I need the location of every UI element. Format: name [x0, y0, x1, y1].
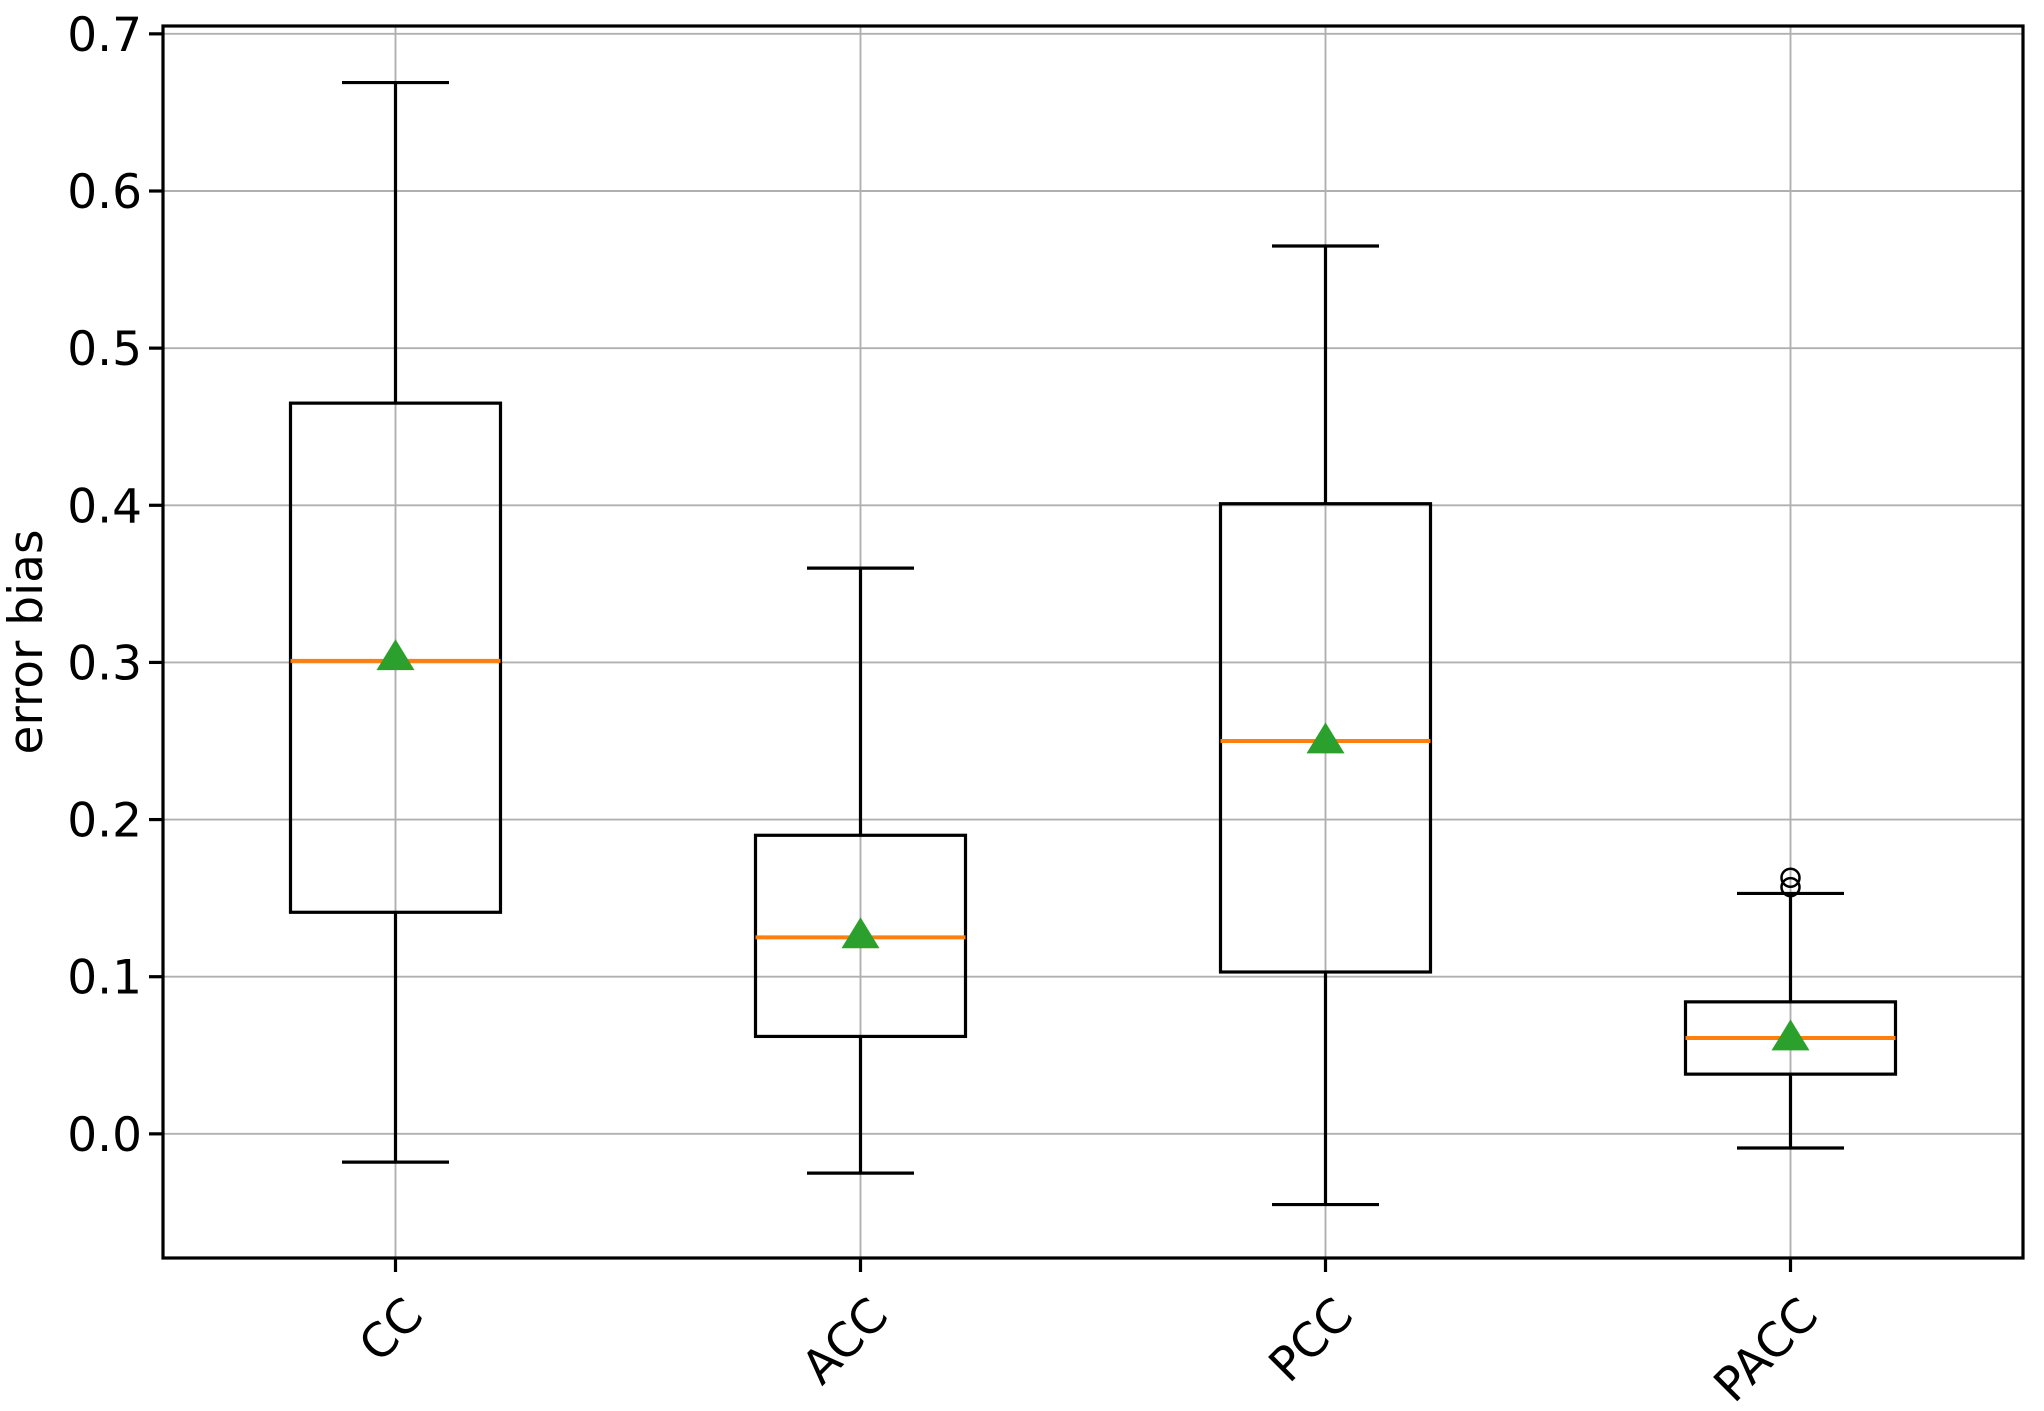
x-tick-label-cc: CC	[349, 1288, 434, 1373]
mean-marker	[1306, 722, 1345, 754]
y-tick-label: 0.1	[67, 951, 142, 1006]
x-tick-label-pcc: PCC	[1259, 1288, 1364, 1393]
tick-layer: 0.0 0.1 0.2 0.3 0.4 0.5 0.6 0.7 CC ACC PCC PACC	[67, 8, 1829, 1411]
y-tick-label: 0.0	[67, 1108, 142, 1163]
box-group-pcc	[1218, 244, 1433, 1207]
outlier-marker	[1780, 867, 1801, 888]
iqr-box	[288, 401, 503, 914]
y-tick-label: 0.6	[67, 165, 142, 220]
box-group-cc	[288, 80, 503, 1164]
iqr-box	[1218, 502, 1433, 974]
x-tick-label-acc: ACC	[792, 1288, 899, 1395]
y-tick-label: 0.5	[67, 322, 142, 377]
y-tick-label: 0.3	[67, 636, 142, 691]
y-axis-label: error bias	[0, 530, 54, 755]
box-group-acc	[753, 566, 968, 1175]
outlier-marker	[1780, 876, 1801, 898]
mean-marker	[841, 917, 880, 949]
y-tick-label: 0.4	[67, 479, 142, 534]
x-tick-label-pacc: PACC	[1704, 1288, 1829, 1411]
y-tick-label: 0.2	[67, 794, 142, 849]
y-tick-label: 0.7	[67, 8, 142, 63]
box-layer	[288, 80, 1898, 1207]
box-group-pacc	[1683, 867, 1898, 1150]
label-layer: error bias	[0, 530, 54, 755]
mean-marker	[1771, 1019, 1810, 1051]
axes-spines	[161, 24, 2025, 1260]
mean-marker	[376, 639, 415, 671]
